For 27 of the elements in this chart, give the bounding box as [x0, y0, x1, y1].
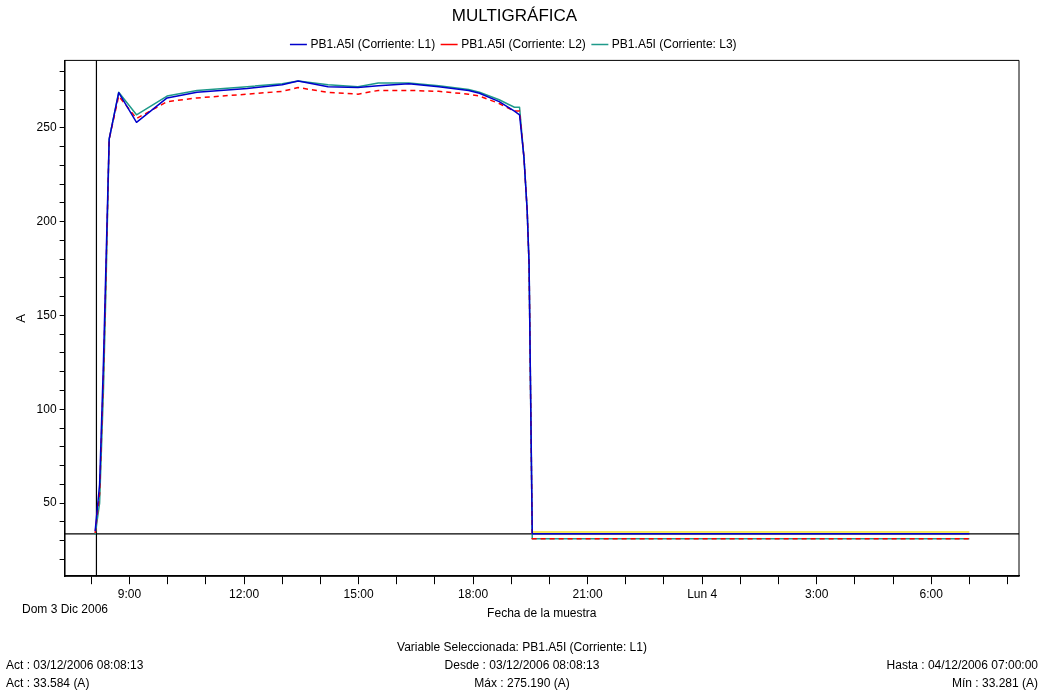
- y-tick-label: 250: [36, 120, 57, 135]
- x-tick-label: 12:00: [229, 586, 260, 601]
- x-tick-label: 3:00: [804, 586, 829, 601]
- text: Hasta : 04/12/2006 07:00:00: [886, 658, 1038, 672]
- y-tick-label: 100: [36, 401, 57, 416]
- x-tick-label: 21:00: [572, 586, 603, 601]
- legend-label: PB1.A5I (Corriente: L1): [310, 36, 436, 51]
- x-axis-title: Fecha de la muestra: [487, 606, 597, 621]
- chart-title: MULTIGRÁFICA: [451, 5, 578, 25]
- text: Variable Seleccionada: PB1.A5I (Corriente: L1): [397, 640, 647, 654]
- text: Act : 03/12/2006 08:08:13: [6, 658, 144, 672]
- legend-label: PB1.A5I (Corriente: L2): [461, 36, 586, 51]
- legend-label: PB1.A5I (Corriente: L3): [611, 36, 737, 51]
- x-tick-label: 9:00: [117, 586, 142, 601]
- y-tick-label: 50: [43, 495, 57, 510]
- y-tick-label: 150: [36, 307, 57, 322]
- x-tick-label: Lun 4: [687, 586, 718, 601]
- y-tick-label: 200: [36, 214, 57, 229]
- text: Mín : 33.281 (A): [951, 676, 1038, 690]
- text: Desde : 03/12/2006 08:08:13: [444, 658, 600, 672]
- x-tick-label: 15:00: [343, 586, 374, 601]
- text: Máx : 275.190 (A): [474, 676, 570, 690]
- x-tick-label: 18:00: [458, 586, 489, 601]
- text: Dom 3 Dic 2006: [22, 602, 109, 616]
- y-axis-title: A: [13, 313, 29, 323]
- x-tick-label: 6:00: [919, 586, 944, 601]
- text: Act : 33.584 (A): [6, 676, 90, 690]
